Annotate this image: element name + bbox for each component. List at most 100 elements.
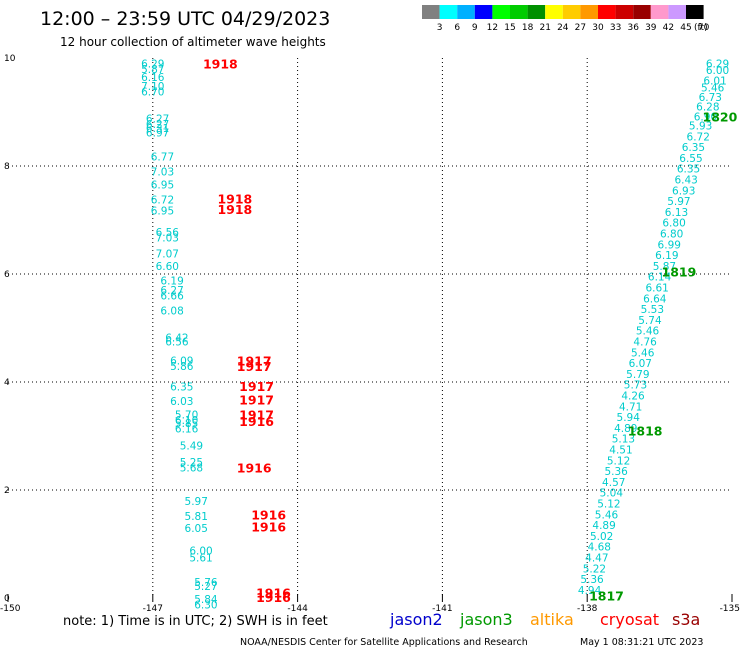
wave-height-label: 4.89 — [614, 423, 637, 435]
rev-number-label: 1916 — [251, 507, 286, 522]
wave-height-label: 6.35 — [677, 164, 700, 176]
wave-height-label: 5.61 — [189, 553, 212, 565]
rev-number-label: 1819 — [662, 264, 697, 279]
wave-height-label: 5.85 — [175, 418, 198, 430]
wave-height-label: 5.87 — [653, 261, 676, 273]
wave-height-label: 6.80 — [662, 218, 685, 230]
plot-grid — [8, 58, 732, 598]
wave-height-label: 5.84 — [194, 594, 218, 606]
mission-cryosat: cryosat — [600, 610, 659, 629]
chart-title: 12:00 – 23:59 UTC 04/29/2023 — [40, 8, 330, 30]
mission-jason2: jason2 — [389, 610, 443, 629]
wave-height-label: 5.22 — [583, 563, 606, 575]
wave-height-label: 5.46 — [595, 509, 619, 521]
wave-height-label: 5.73 — [624, 380, 647, 392]
wave-height-label: 6.80 — [660, 229, 683, 241]
wave-height-label: 4.76 — [633, 337, 657, 349]
wave-height-label: 5.94 — [617, 412, 641, 424]
wave-height-label: 6.72 — [151, 194, 174, 206]
colorbar-label: 6 — [454, 23, 460, 33]
wave-height-label: 5.87 — [141, 64, 164, 76]
colorbar-label: 9 — [472, 23, 478, 33]
colorbar-label: 33 — [610, 23, 621, 33]
wave-height-label: 5.46 — [631, 347, 655, 359]
wave-height-label: 6.60 — [156, 261, 179, 273]
wave-height-label: 6.35 — [170, 381, 193, 393]
wave-height-label: 6.03 — [170, 396, 193, 408]
wave-height-label: 6.27 — [146, 113, 169, 125]
mission-s3a: s3a — [672, 610, 700, 629]
colorbar-label: 70 — [698, 23, 710, 33]
wave-height-label: 7.03 — [156, 232, 179, 244]
rev-labels: 1918191819181917191719171917191719161916… — [203, 56, 738, 605]
mission-altika: altika — [530, 610, 574, 629]
wave-height-label: 6.19 — [655, 250, 678, 262]
rev-number-label: 1818 — [628, 424, 663, 439]
colorbar-swatch — [439, 5, 458, 19]
wave-height-label: 5.86 — [170, 361, 194, 373]
wave-height-label: 5.53 — [641, 304, 664, 316]
x-tick-label: -144 — [287, 604, 308, 614]
wave-height-label: 5.12 — [607, 455, 630, 467]
wave-height-label: 5.36 — [604, 466, 628, 478]
wave-height-label: 4.57 — [602, 477, 625, 489]
wave-height-label: 5.36 — [580, 574, 604, 586]
wave-height-label: 5.25 — [180, 457, 203, 469]
wave-height-label: 4.68 — [588, 542, 611, 554]
rev-number-label: 1918 — [203, 56, 238, 71]
mission-legend: jason2 jason3 altika cryosat s3a — [389, 610, 700, 629]
wave-height-label: 5.46 — [636, 326, 660, 338]
colorbar-legend: 3 6 9 12 15 18 21 24 27 30 33 36 39 42 45 70(ft) — [422, 5, 710, 33]
footer-timestamp: May 1 08:31:21 UTC 2023 — [580, 637, 703, 648]
wave-height-label: 6.35 — [682, 142, 705, 154]
wave-height-label: 4.47 — [585, 553, 608, 565]
rev-number-label: 1820 — [703, 109, 738, 124]
rev-number-label: 1917 — [239, 407, 274, 422]
wave-height-label: 6.08 — [160, 306, 183, 318]
wave-height-label: 6.99 — [658, 239, 681, 251]
wave-height-label: 4.89 — [592, 520, 615, 532]
wave-height-label: 6.31 — [146, 123, 169, 135]
colorbar-swatch — [615, 5, 634, 19]
colorbar-label: 18 — [522, 23, 534, 33]
wave-height-label: 6.00 — [189, 545, 212, 557]
rev-number-label: 1917 — [237, 353, 272, 368]
colorbar-swatch — [492, 5, 510, 19]
wave-height-label: 6.09 — [170, 355, 193, 367]
x-tick-label: -135 — [720, 604, 740, 614]
wave-height-label: 5.81 — [185, 511, 208, 523]
x-tick-label: -150 — [0, 604, 21, 614]
y-tick-label: 0 — [4, 594, 10, 604]
chart-subtitle: 12 hour collection of altimeter wave hei… — [60, 35, 326, 49]
wave-height-label: 6.95 — [151, 205, 174, 217]
x-tick-label: -147 — [143, 604, 163, 614]
wave-height-label: 6.90 — [694, 111, 717, 123]
y-tick-label: 2 — [4, 486, 10, 496]
colorbar-label: 12 — [487, 23, 498, 33]
rev-number-label: 1916 — [256, 590, 291, 605]
wave-height-label: 5.97 — [667, 196, 690, 208]
colorbar-label: 24 — [557, 23, 569, 33]
wave-height-label: 7.10 — [141, 81, 164, 93]
wave-height-label: 6.73 — [699, 92, 722, 104]
wave-height-label: 6.14 — [648, 272, 672, 284]
wave-height-label: 6.56 — [165, 337, 189, 349]
rev-number-label: 1917 — [239, 379, 274, 394]
wave-height-label: 6.66 — [160, 291, 184, 303]
colorbar-swatch — [510, 5, 528, 19]
wave-height-label: 6.72 — [687, 131, 710, 143]
wave-height-label: 5.68 — [180, 462, 203, 474]
rev-number-label: 1916 — [239, 414, 274, 429]
colorbar-swatch — [457, 5, 475, 19]
wave-height-label: 6.56 — [156, 227, 180, 239]
colorbar-swatch — [598, 5, 616, 19]
mission-jason3: jason3 — [459, 610, 513, 629]
x-tick-label: -141 — [432, 604, 452, 614]
wave-height-label: 7.07 — [156, 248, 179, 260]
colorbar-swatch — [422, 5, 440, 19]
rev-number-label: 1916 — [251, 520, 286, 535]
wave-height-label: 6.00 — [706, 65, 729, 77]
wave-height-label: 4.51 — [609, 445, 632, 457]
wave-height-label: 6.27 — [146, 119, 169, 131]
